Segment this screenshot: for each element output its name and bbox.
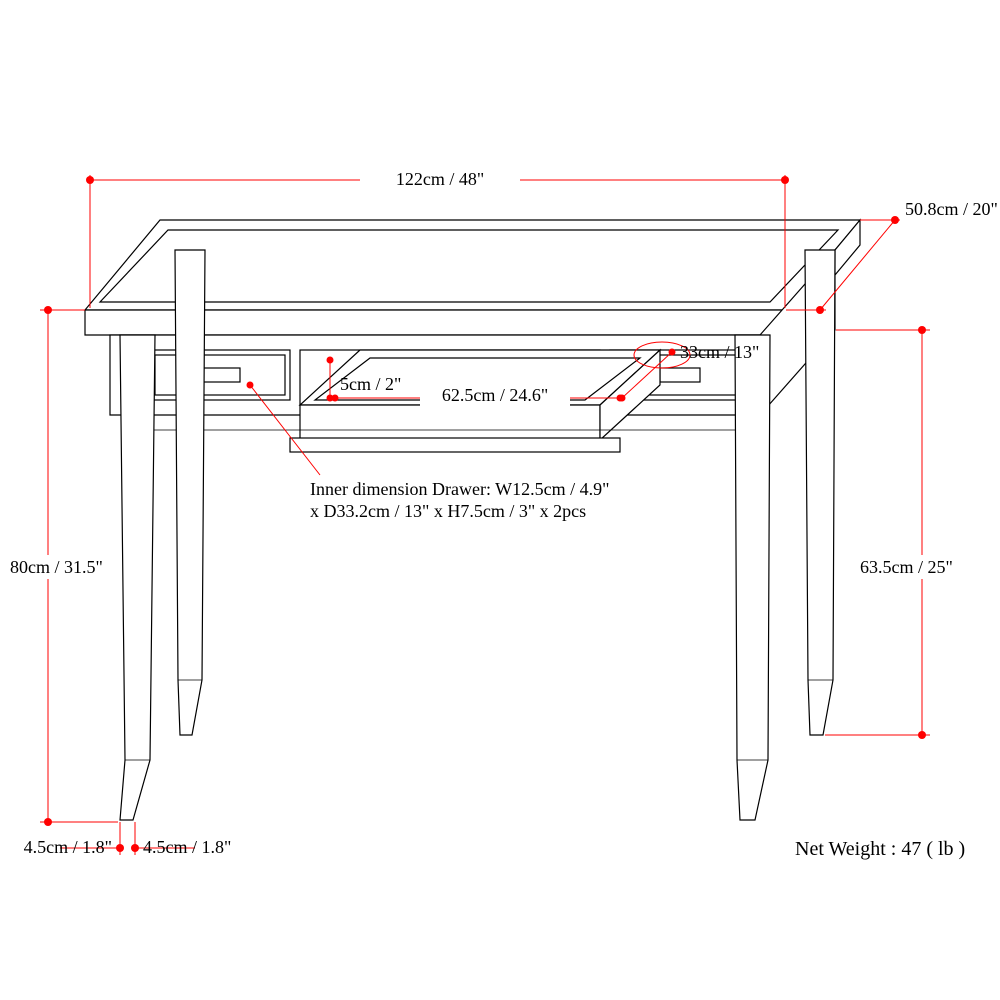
back-left-leg [175,250,205,735]
net-weight-label: Net Weight : 47 ( lb ) [795,838,965,860]
drawer-note-line2: x D33.2cm / 13" x H7.5cm / 3" x 2pcs [310,501,586,521]
dim-leg-right-label: 4.5cm / 1.8" [143,837,231,857]
dim-height-total: 80cm / 31.5" [0,306,120,826]
dim-tray-depth-label: 33cm / 13" [680,342,759,362]
dim-height-total-label: 80cm / 31.5" [10,557,103,577]
front-right-leg [735,335,770,820]
dim-leg-left: 4.5cm / 1.8" [24,822,124,857]
dim-depth-label: 50.8cm / 20" [905,199,998,219]
dim-tray-width-label: 62.5cm / 24.6" [442,385,548,405]
dim-height-under: 63.5cm / 25" [825,326,985,739]
left-drawer [150,350,290,400]
front-left-leg [120,335,155,820]
dim-width-label: 122cm / 48" [396,169,484,189]
dim-leg-left-label: 4.5cm / 1.8" [24,837,112,857]
dim-tray-height-label: 5cm / 2" [340,374,401,394]
dim-leg-right: 4.5cm / 1.8" [131,822,231,857]
drawer-note-line1: Inner dimension Drawer: W12.5cm / 4.9" [310,479,609,499]
back-right-leg [805,250,835,735]
dim-height-under-label: 63.5cm / 25" [860,557,953,577]
